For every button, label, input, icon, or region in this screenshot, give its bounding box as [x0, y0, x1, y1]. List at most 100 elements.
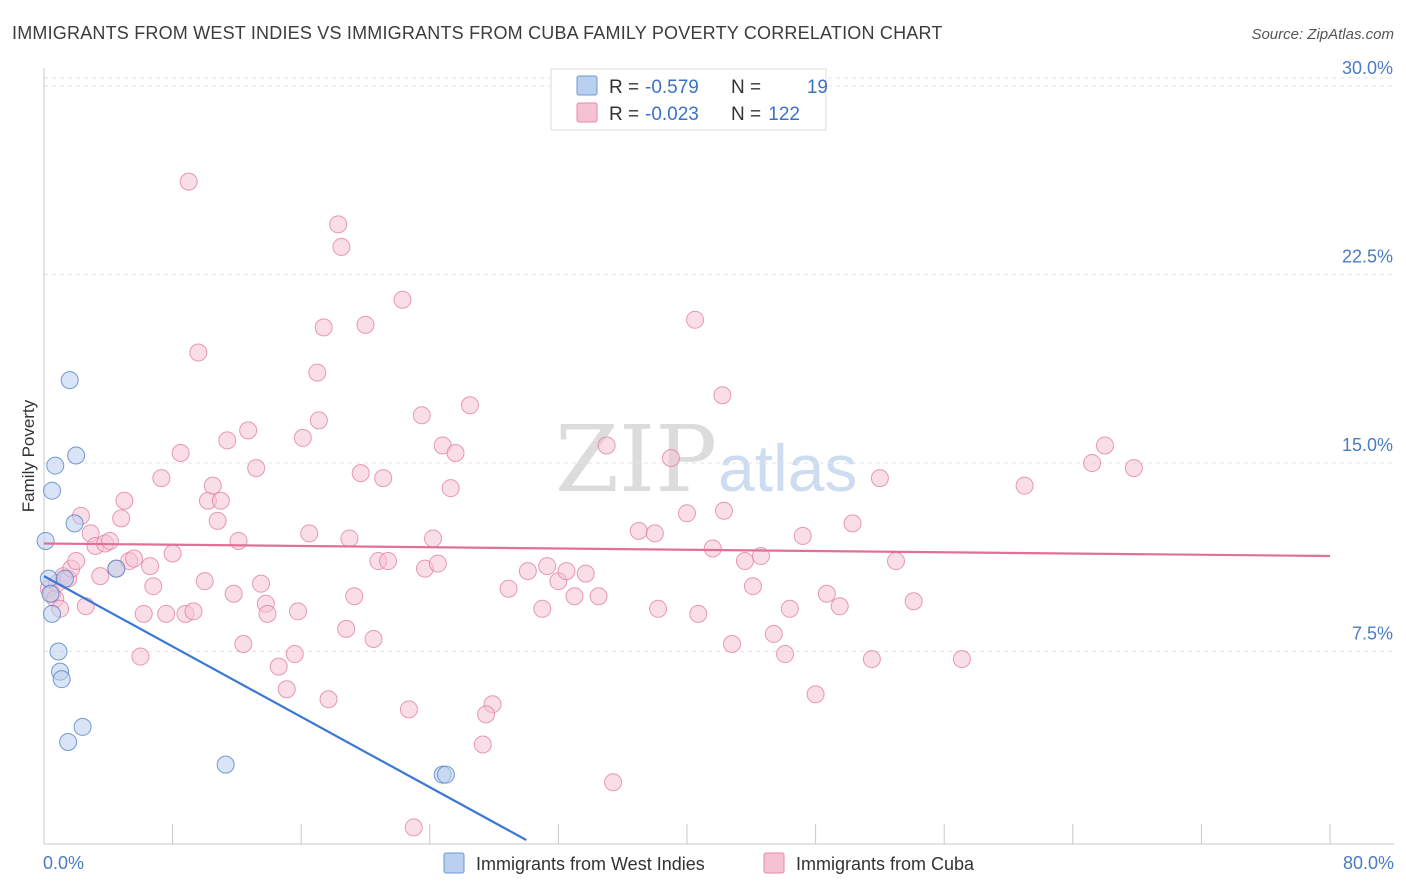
cuba-point-119 — [952, 650, 971, 669]
cuba-point-63 — [356, 315, 375, 334]
cuba-point-59 — [337, 619, 356, 638]
cuba-point-113 — [830, 597, 849, 616]
cuba-point-23 — [141, 557, 160, 576]
cuba-point-109 — [780, 599, 799, 618]
cuba-point-118 — [904, 592, 923, 611]
cuba-point-92 — [604, 773, 623, 792]
cuba-point-85 — [538, 557, 557, 576]
cuba-point-116 — [870, 469, 889, 488]
legend-r-value-1: -0.579 — [645, 77, 699, 98]
cuba-point-49 — [285, 645, 304, 664]
cuba-point-123 — [1124, 459, 1143, 478]
chart-source: Source: ZipAtlas.com — [1251, 26, 1394, 43]
cuba-point-89 — [576, 564, 595, 583]
correlation-legend: R = -0.579 N = 19 R = -0.023 N = 122 — [550, 68, 828, 131]
cuba-point-105 — [743, 577, 762, 596]
cuba-point-47 — [269, 657, 288, 676]
cuba-point-21 — [131, 647, 150, 666]
watermark-zip: ZIP — [555, 406, 717, 513]
cuba-point-40 — [229, 531, 248, 550]
cuba-point-30 — [179, 172, 198, 191]
legend-n-label-2: N = — [731, 104, 761, 125]
cuba-point-94 — [645, 524, 664, 543]
watermark: ZIP atlas — [555, 406, 857, 513]
cuba-point-62 — [351, 464, 370, 483]
series-west-indies-points — [36, 371, 455, 784]
cuba-point-8 — [67, 552, 86, 571]
west-indies-point-5 — [46, 456, 65, 475]
x-tick-label-min: 0.0% — [43, 853, 84, 873]
y-tick-label-0: 7.5% — [1352, 624, 1393, 644]
cuba-point-25 — [152, 469, 171, 488]
west-indies-point-15 — [107, 559, 126, 578]
legend-swatch-west-indies — [576, 75, 598, 96]
west-indies-point-4 — [43, 481, 62, 500]
cuba-point-42 — [239, 421, 258, 440]
cuba-point-60 — [340, 529, 359, 548]
cuba-point-27 — [163, 544, 182, 563]
cuba-point-15 — [100, 531, 119, 550]
cuba-point-46 — [258, 604, 277, 623]
cuba-point-83 — [518, 562, 537, 581]
cuba-point-44 — [252, 574, 271, 593]
cuba-point-52 — [300, 524, 319, 543]
cuba-point-24 — [144, 577, 163, 596]
cuba-point-35 — [203, 476, 222, 495]
cuba-point-95 — [649, 599, 668, 618]
watermark-atlas: atlas — [718, 431, 857, 505]
cuba-point-50 — [288, 602, 307, 621]
cuba-point-10 — [76, 597, 95, 616]
cuba-point-120 — [1015, 476, 1034, 495]
legend-swatch-cuba — [576, 102, 598, 123]
cuba-point-115 — [862, 650, 881, 669]
cuba-point-66 — [374, 469, 393, 488]
legend-n-label-1: N = — [731, 77, 761, 98]
cuba-point-82 — [499, 579, 518, 598]
cuba-point-17 — [112, 509, 131, 528]
cuba-point-104 — [735, 552, 754, 571]
west-indies-point-14 — [73, 717, 92, 736]
west-indies-point-12 — [65, 514, 84, 533]
cuba-point-79 — [473, 735, 492, 754]
legend-r-value-2: -0.023 — [645, 104, 699, 125]
west-indies-point-16 — [216, 755, 235, 774]
cuba-point-54 — [309, 411, 328, 430]
bottom-legend-label-west-indies: Immigrants from West Indies — [476, 854, 705, 874]
legend-r-label-2: R = — [609, 104, 639, 125]
cuba-point-48 — [277, 680, 296, 699]
cuba-point-77 — [446, 444, 465, 462]
y-tick-labels: 7.5% 15.0% 22.5% 30.0% — [1342, 58, 1393, 643]
cuba-point-51 — [293, 428, 312, 447]
cuba-point-69 — [399, 700, 418, 719]
y-tick-label-2: 22.5% — [1342, 247, 1393, 267]
cuba-point-61 — [345, 587, 364, 606]
cuba-point-84 — [533, 599, 552, 618]
cuba-point-121 — [1083, 454, 1102, 473]
cuba-point-56 — [319, 690, 338, 709]
cuba-point-58 — [332, 237, 351, 256]
cuba-point-87 — [557, 562, 576, 581]
cuba-point-26 — [157, 604, 176, 623]
cuba-point-93 — [629, 521, 648, 540]
cuba-point-76 — [441, 479, 460, 498]
cuba-point-55 — [314, 318, 333, 337]
x-tick-label-max: 80.0% — [1343, 853, 1394, 873]
cuba-point-100 — [703, 539, 722, 558]
cuba-point-101 — [713, 386, 732, 405]
cuba-point-97 — [678, 504, 696, 523]
cuba-point-64 — [364, 629, 383, 648]
cuba-point-108 — [776, 645, 795, 664]
cuba-point-32 — [189, 343, 208, 362]
west-indies-trend-line — [43, 575, 527, 841]
cuba-point-73 — [424, 529, 443, 548]
west-indies-point-6 — [49, 642, 68, 661]
west-indies-point-18 — [436, 765, 455, 784]
y-axis-label: Family Poverty — [19, 399, 38, 512]
west-indies-point-11 — [60, 371, 79, 390]
cuba-point-53 — [308, 363, 327, 382]
bottom-legend-swatch-west-indies — [443, 852, 465, 874]
cuba-point-117 — [886, 552, 905, 571]
cuba-point-36 — [208, 511, 227, 530]
west-indies-point-2 — [41, 584, 60, 603]
